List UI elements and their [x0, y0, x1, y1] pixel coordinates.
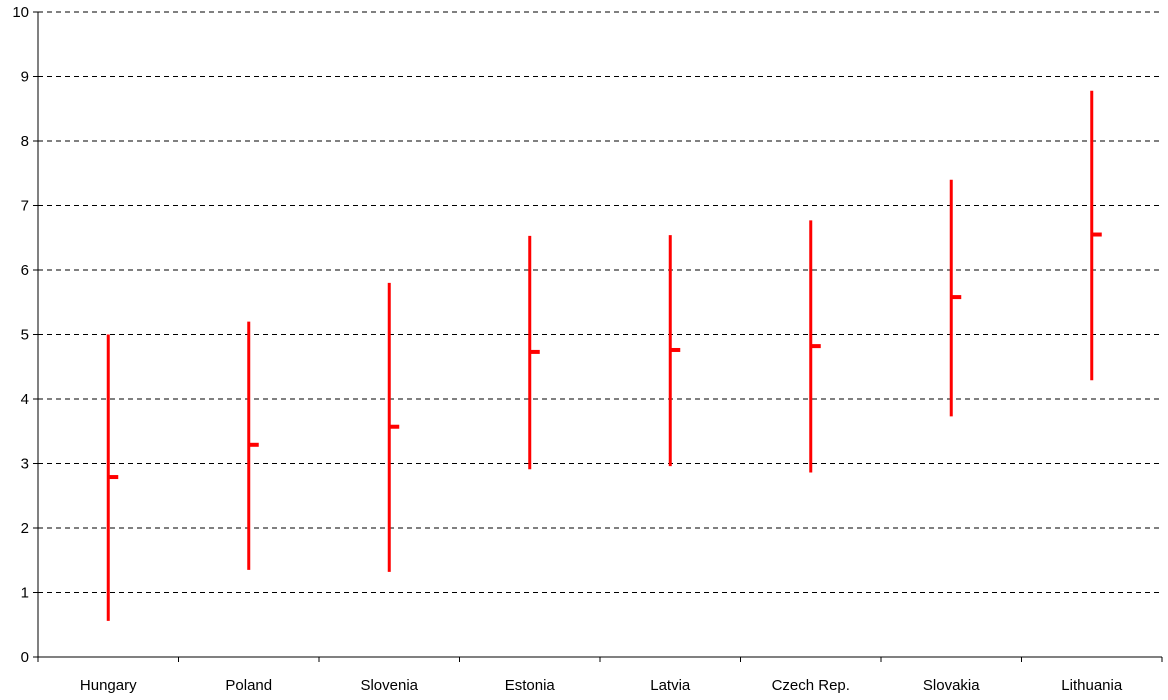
x-tick-label: Lithuania [1061, 677, 1123, 694]
y-tick-label: 3 [21, 456, 29, 473]
y-tick-label: 5 [21, 327, 29, 344]
x-tick-label: Poland [225, 677, 272, 694]
y-tick-label: 10 [12, 4, 29, 21]
gridlines [38, 11, 1162, 593]
y-tick-label: 9 [21, 69, 29, 86]
y-tick-label: 0 [21, 649, 29, 666]
x-tick-label: Slovakia [923, 677, 980, 694]
x-tick-label: Hungary [80, 677, 137, 694]
y-tick-label: 8 [21, 133, 29, 150]
series-marks [106, 90, 1102, 621]
x-tick-label: Estonia [505, 677, 556, 694]
y-tick-label: 7 [21, 198, 29, 215]
y-tick-label: 2 [21, 520, 29, 537]
x-tick-label: Slovenia [360, 677, 418, 694]
x-tick-label: Latvia [650, 677, 691, 694]
y-tick-labels: 0 1 2 3 4 5 6 7 8 9 10 [12, 4, 29, 666]
y-tick-label: 4 [21, 391, 29, 408]
y-tick-label: 1 [21, 585, 29, 602]
x-tick-labels: Hungary Poland Slovenia Estonia Latvia Czech … [80, 677, 1123, 694]
y-tick-label: 6 [21, 262, 29, 279]
x-tick-label: Czech Rep. [772, 677, 850, 694]
axes [33, 11, 1163, 662]
